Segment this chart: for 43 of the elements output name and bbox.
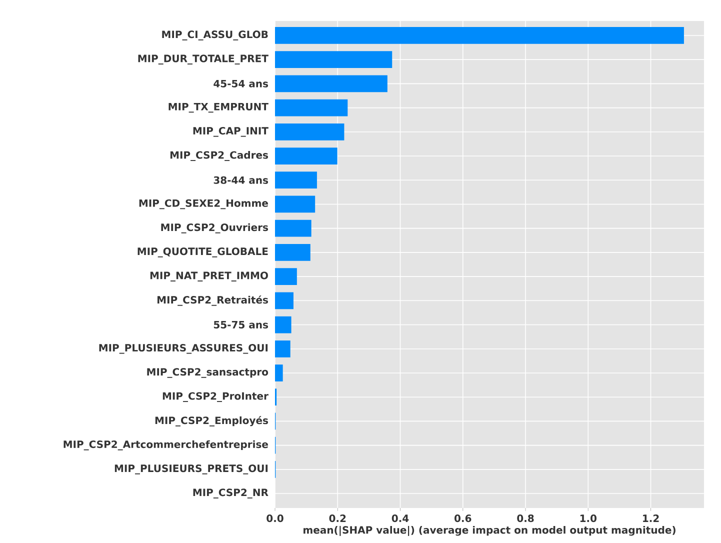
bar — [275, 244, 310, 261]
bar — [275, 220, 312, 237]
y-tick-label: MIP_DUR_TOTALE_PRET — [138, 54, 268, 64]
bar — [275, 364, 283, 382]
y-tick-label: MIP_CAP_INIT — [193, 126, 268, 137]
y-tick-label: MIP_CSP2_Artcommerchefentreprise — [64, 440, 268, 450]
x-tick-label: 0.2 — [329, 514, 346, 522]
y-tick-label: MIP_TX_EMPRUNT — [168, 102, 268, 113]
bar — [275, 123, 344, 140]
x-tick-label: 0.0 — [266, 514, 284, 522]
bar — [275, 148, 338, 164]
x-tick-label: 0.6 — [454, 514, 472, 522]
y-tick-label: 45-54 ans — [214, 80, 268, 88]
bar — [275, 99, 348, 116]
x-axis-title: mean(|SHAP value|) (average impact on model output magnitude) — [304, 526, 676, 536]
bar — [275, 51, 392, 68]
x-tick-label: 1.0 — [580, 514, 597, 522]
y-tick-label: MIP_CSP2_Ouvriers — [161, 223, 268, 234]
x-tick-label: 0.8 — [517, 514, 534, 522]
y-tick-label: MIP_CD_SEXE2_Homme — [139, 199, 268, 210]
y-tick-label: MIP_CSP2_Cadres — [170, 151, 268, 161]
x-tick-label: 1.2 — [643, 514, 659, 522]
y-tick-label: MIP_PLUSIEURS_PRETS_OUI — [114, 464, 268, 474]
bar — [275, 172, 317, 189]
y-tick-label: MIP_CSP2_ProInter — [162, 392, 268, 402]
bar — [275, 292, 294, 310]
bar — [275, 75, 388, 92]
bar — [275, 268, 297, 285]
y-tick-label: MIP_CI_ASSU_GLOB — [162, 30, 268, 40]
bar — [275, 196, 316, 213]
y-tick-label: 38-44 ans — [214, 176, 268, 184]
y-tick-label: MIP_CSP2_NR — [193, 488, 268, 498]
x-tick-label: 0.4 — [392, 514, 409, 522]
y-tick-label: MIP_CSP2_Employés — [155, 416, 268, 426]
bar — [275, 316, 292, 334]
y-tick-label: MIP_CSP2_sansactpro — [147, 368, 268, 378]
y-tick-label: MIP_CSP2_Retraités — [157, 295, 268, 306]
bar — [275, 27, 684, 44]
y-tick-label: 55-75 ans — [214, 321, 268, 328]
y-tick-label: MIP_QUOTITE_GLOBALE — [138, 248, 268, 258]
y-tick-label: MIP_PLUSIEURS_ASSURES_OUI — [99, 344, 268, 354]
y-tick-label: MIP_NAT_PRET_IMMO — [150, 272, 268, 282]
bar — [275, 340, 290, 358]
